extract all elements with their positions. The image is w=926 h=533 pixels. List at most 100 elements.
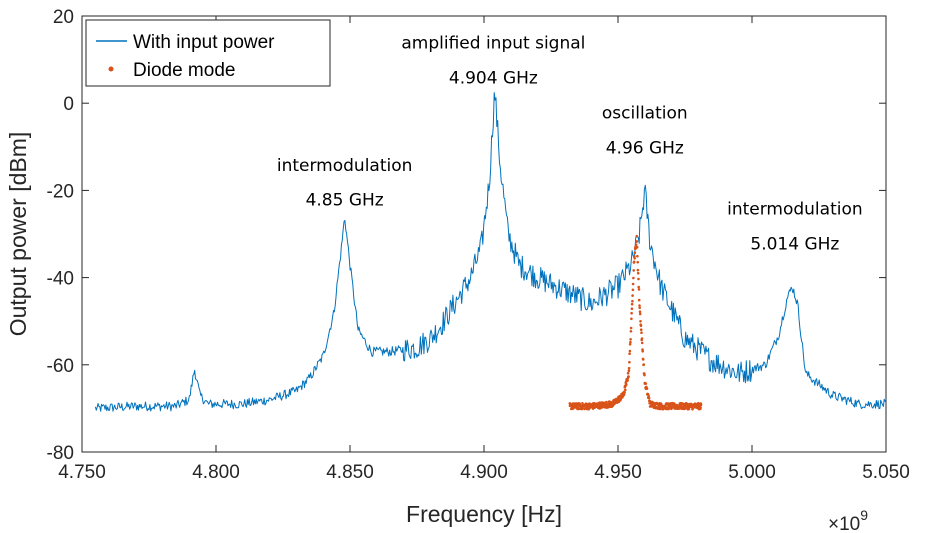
diode-point	[636, 254, 639, 258]
diode-point	[631, 288, 635, 292]
legend-label-diode-mode: Diode mode	[133, 60, 235, 81]
diode-point	[627, 375, 630, 378]
diode-point	[630, 311, 633, 315]
diode-point	[628, 360, 631, 364]
diode-point	[631, 294, 634, 297]
diode-point	[638, 306, 641, 310]
diode-point	[641, 350, 644, 353]
diode-point	[634, 243, 638, 246]
annotation-frequency: 5.014 GHz	[750, 234, 839, 254]
diode-point	[635, 235, 638, 238]
legend-box	[85, 19, 331, 87]
diode-point	[691, 407, 694, 410]
diode-point	[642, 363, 646, 366]
diode-point	[628, 343, 632, 346]
annotation-intermod-high: intermodulation 5.014 GHz	[727, 199, 863, 254]
diode-point	[638, 304, 641, 307]
diode-point	[628, 352, 631, 356]
annotation-amplified: amplified input signal 4.904 GHz	[401, 34, 585, 89]
annotation-label: intermodulation	[277, 156, 413, 176]
diode-point	[636, 268, 640, 272]
diode-point	[637, 277, 640, 281]
y-tick-label: -20	[47, 181, 74, 202]
diode-point	[640, 337, 644, 340]
diode-point	[644, 382, 648, 385]
diode-point	[636, 271, 640, 275]
diode-point	[640, 341, 644, 345]
y-tick-label: -40	[47, 269, 74, 290]
x-tick-label: 4.950	[594, 462, 642, 483]
diode-point	[627, 369, 631, 373]
diode-point	[626, 371, 630, 375]
diode-point	[625, 383, 628, 386]
annotation-label: intermodulation	[727, 199, 863, 219]
x-exponent-base: ×10	[828, 514, 860, 533]
x-exponent-power: 9	[860, 507, 868, 523]
diode-point	[605, 400, 608, 404]
diode-point	[637, 288, 641, 291]
diode-point	[581, 406, 584, 410]
diode-point	[639, 324, 643, 328]
diode-point	[647, 394, 650, 398]
diode-point	[643, 373, 646, 377]
diode-point	[583, 407, 586, 411]
annotation-frequency: 4.96 GHz	[606, 138, 684, 158]
diode-point	[630, 307, 634, 311]
diode-point	[624, 388, 627, 392]
y-tick-labels: -80 -60 -40 -20 0 20	[47, 7, 74, 464]
diode-point	[638, 312, 642, 316]
series-dots-diode-mode	[568, 235, 703, 411]
diode-point	[640, 331, 643, 335]
diode-point	[687, 407, 691, 411]
diode-point	[632, 269, 635, 272]
annotations: intermodulation 4.85 GHz amplified input s…	[277, 34, 863, 255]
y-tick-label: -60	[47, 356, 74, 377]
annotation-frequency: 4.904 GHz	[449, 69, 538, 89]
plot-area	[81, 15, 887, 453]
x-tick-label: 4.900	[460, 462, 508, 483]
diode-point	[629, 326, 633, 330]
diode-point	[628, 349, 632, 353]
diode-point	[633, 257, 636, 260]
diode-point	[629, 340, 632, 344]
annotation-oscillation: oscillation 4.96 GHz	[602, 103, 688, 158]
annotation-intermod-low: intermodulation 4.85 GHz	[277, 156, 413, 211]
annotation-label: oscillation	[602, 103, 688, 123]
diode-point	[637, 285, 640, 289]
y-tick-label: 0	[63, 94, 74, 115]
series-line-with-input-power	[94, 92, 887, 412]
x-tick-label: 4.800	[192, 462, 240, 483]
x-tick-label: 5.000	[728, 462, 776, 483]
x-tick-label: 5.050	[862, 462, 910, 483]
x-exponent-label: ×109	[828, 507, 868, 533]
x-tick-label: 4.850	[326, 462, 374, 483]
diode-point	[647, 396, 651, 400]
y-axis-title: Output power [dBm]	[5, 132, 31, 337]
series-layer	[94, 92, 887, 412]
annotation-label: amplified input signal	[401, 34, 585, 54]
legend-dot-swatch	[108, 66, 114, 72]
diode-point	[636, 260, 639, 264]
diode-point	[633, 251, 637, 254]
diode-point	[639, 328, 643, 332]
diode-point	[641, 358, 645, 361]
x-axis-title: Frequency [Hz]	[406, 501, 562, 527]
diode-point	[632, 276, 635, 280]
diode-point	[673, 402, 676, 405]
annotation-frequency: 4.85 GHz	[306, 191, 384, 211]
diode-point	[631, 299, 634, 303]
diode-point	[627, 366, 631, 370]
legend: With input power Diode mode	[85, 19, 331, 87]
diode-point	[631, 282, 635, 286]
diode-point	[629, 330, 633, 333]
y-tick-label: 20	[53, 7, 74, 28]
tick-marks	[81, 15, 887, 453]
diode-point	[626, 379, 629, 382]
diode-point	[681, 405, 685, 409]
y-tick-label: -80	[47, 443, 74, 464]
diode-point	[659, 407, 662, 411]
diode-point	[630, 302, 634, 306]
diode-point	[645, 387, 649, 390]
diode-point	[630, 317, 633, 321]
legend-label-with-input-power: With input power	[133, 32, 275, 53]
